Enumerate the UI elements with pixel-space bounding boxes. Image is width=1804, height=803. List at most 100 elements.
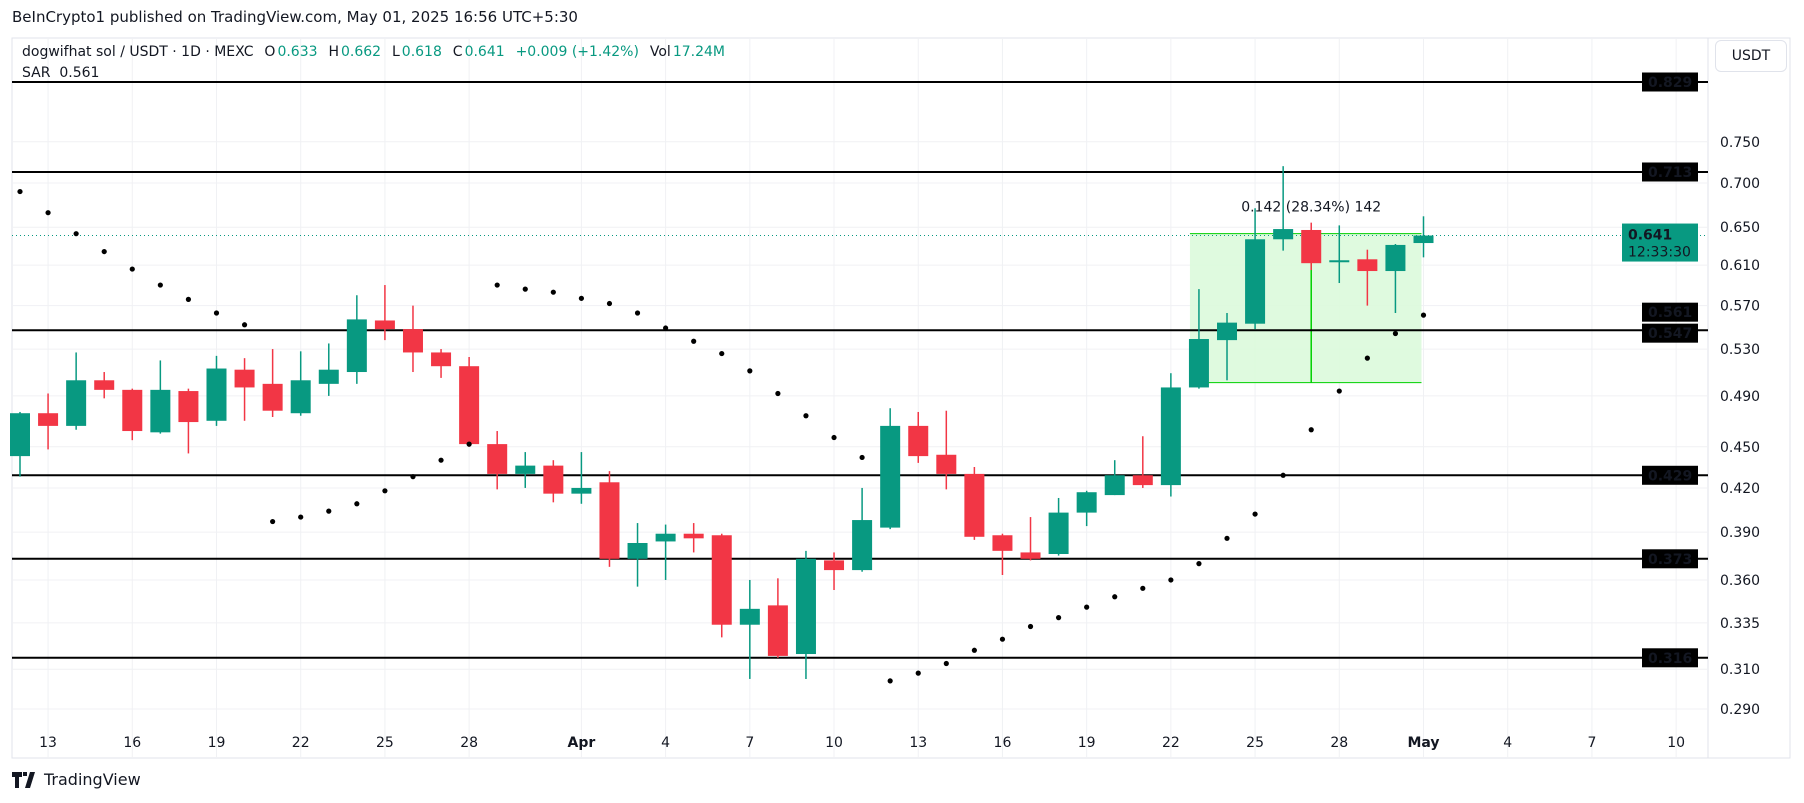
candle-body bbox=[627, 542, 648, 559]
high-value: 0.662 bbox=[340, 44, 382, 60]
candle-body bbox=[824, 560, 845, 571]
low-value: 0.618 bbox=[401, 44, 442, 60]
candle-body bbox=[402, 329, 423, 353]
symbol-name[interactable]: dogwifhat sol / USDT · 1D · MEXC bbox=[22, 44, 254, 60]
level-price-label: 0.829 bbox=[1648, 75, 1692, 91]
candle bbox=[936, 410, 957, 490]
sar-dot bbox=[803, 413, 809, 419]
candle bbox=[487, 431, 508, 490]
candle bbox=[374, 285, 395, 341]
candle bbox=[1104, 460, 1125, 496]
sar-dot bbox=[213, 310, 220, 316]
sar-dot bbox=[831, 434, 837, 441]
candle-body bbox=[1217, 322, 1238, 341]
candle-body bbox=[1020, 552, 1041, 559]
currency-button[interactable]: USDT bbox=[1715, 40, 1787, 72]
candle bbox=[459, 357, 480, 447]
level-price-tag bbox=[1642, 72, 1698, 92]
candle bbox=[739, 579, 760, 679]
sar-dot bbox=[185, 296, 192, 302]
candle-body bbox=[599, 482, 620, 559]
x-tick-label: 4 bbox=[661, 735, 670, 751]
y-tick-label: 0.335 bbox=[1720, 616, 1760, 632]
symbol-legend: dogwifhat sol / USDT · 1D · MEXC O 0.633 … bbox=[22, 44, 727, 60]
sar-dot bbox=[326, 508, 332, 514]
sar-dot bbox=[719, 350, 725, 357]
candle-body bbox=[122, 389, 143, 432]
sar-dot bbox=[606, 300, 613, 307]
sar-dot bbox=[1055, 615, 1062, 621]
candle bbox=[1273, 166, 1294, 251]
sar-legend[interactable]: SAR 0.561 bbox=[22, 65, 99, 81]
candle-body bbox=[459, 366, 480, 445]
close-label: C bbox=[452, 44, 463, 60]
candle-body bbox=[346, 319, 367, 373]
y-tick-label: 0.490 bbox=[1720, 389, 1760, 405]
candle-body bbox=[1413, 235, 1434, 244]
sar-dot bbox=[859, 454, 865, 461]
candle bbox=[515, 452, 536, 488]
y-tick-label: 0.290 bbox=[1720, 702, 1760, 718]
tradingview-logo[interactable]: TradingView bbox=[12, 770, 141, 789]
sar-dot bbox=[1112, 594, 1118, 600]
candle bbox=[66, 352, 87, 430]
x-tick-label: 10 bbox=[1667, 735, 1685, 751]
x-tick-label: 4 bbox=[1503, 735, 1512, 751]
x-tick-label: 7 bbox=[745, 735, 754, 751]
candle bbox=[94, 372, 115, 399]
sar-dot bbox=[747, 368, 753, 374]
x-tick-label: 28 bbox=[460, 735, 478, 751]
x-tick-label: 7 bbox=[1587, 735, 1596, 751]
candle-body bbox=[66, 380, 87, 426]
candle bbox=[346, 295, 367, 384]
measure-label: 0.142 (28.34%) 142 bbox=[1241, 200, 1381, 216]
y-tick-label: 0.700 bbox=[1720, 176, 1760, 192]
publish-info: BeInCrypto1 published on TradingView.com… bbox=[12, 8, 578, 26]
high-label: H bbox=[328, 44, 339, 60]
candle-body bbox=[1132, 475, 1153, 486]
sar-dot bbox=[17, 188, 23, 195]
sar-dot bbox=[1364, 355, 1370, 361]
candle bbox=[655, 524, 676, 580]
candle bbox=[1301, 222, 1322, 271]
sar-dot bbox=[298, 514, 304, 520]
candle bbox=[767, 578, 788, 658]
candle bbox=[795, 550, 816, 679]
candle bbox=[908, 411, 929, 463]
sar-value: 0.561 bbox=[59, 65, 100, 81]
candle-body bbox=[543, 465, 564, 494]
candle-body bbox=[290, 380, 311, 414]
candle-body bbox=[936, 454, 957, 474]
candle-body bbox=[739, 608, 760, 625]
candle-body bbox=[431, 352, 452, 367]
sar-dot bbox=[1252, 511, 1258, 517]
sar-dot bbox=[494, 282, 500, 288]
candle bbox=[1217, 313, 1238, 381]
sar-dot bbox=[522, 286, 528, 292]
x-tick-label: 16 bbox=[994, 735, 1012, 751]
candle bbox=[1048, 497, 1069, 556]
sar-dot bbox=[241, 322, 248, 328]
x-tick-label: 22 bbox=[1162, 735, 1180, 751]
low-label: L bbox=[391, 44, 400, 60]
x-tick-label: May bbox=[1407, 735, 1439, 751]
open-label: O bbox=[264, 44, 276, 60]
candle bbox=[852, 487, 873, 572]
candle bbox=[38, 393, 59, 450]
sar-dot bbox=[1308, 427, 1314, 433]
candle bbox=[964, 466, 985, 540]
sar-dot bbox=[1280, 472, 1286, 478]
level-price-label: 0.561 bbox=[1648, 305, 1692, 321]
y-tick-label: 0.390 bbox=[1720, 525, 1760, 541]
countdown-label: 12:33:30 bbox=[1628, 245, 1691, 261]
candle bbox=[10, 411, 30, 477]
sar-dot bbox=[1196, 561, 1202, 567]
chart-pane-border bbox=[11, 37, 1791, 759]
candle-body bbox=[1245, 239, 1266, 324]
candle-body bbox=[38, 413, 59, 426]
sar-dot bbox=[129, 266, 135, 272]
candle-body bbox=[711, 535, 732, 625]
candle bbox=[1413, 216, 1434, 258]
tradingview-logo-icon bbox=[12, 771, 35, 788]
